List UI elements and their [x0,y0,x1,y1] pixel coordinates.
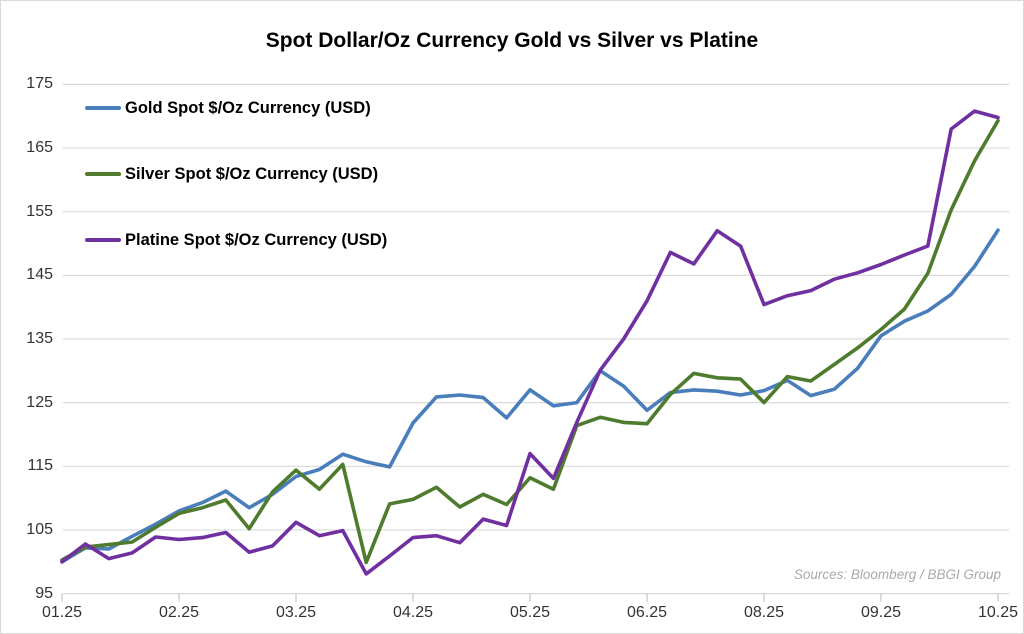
y-axis-label: 135 [26,330,53,347]
y-axis-label: 155 [26,202,53,220]
x-axis-label: 01.25 [41,604,83,621]
source-note: Sources: Bloomberg / BBGI Group [793,567,1001,582]
legend-item-gold: Gold Spot $/Oz Currency (USD) [85,98,371,118]
chart-title: Spot Dollar/Oz Currency Gold vs Silver v… [265,29,759,52]
y-axis-label: 175 [26,75,53,93]
y-axis-label: 145 [26,266,53,284]
series-line-2 [60,109,1000,576]
x-axis-label: 06.25 [626,604,668,621]
x-axis-label: 03.25 [275,604,317,621]
series-line-1 [60,118,1000,565]
series-line-0 [60,228,1000,564]
y-axis-label: 95 [35,584,53,602]
y-axis-label: 115 [27,457,53,475]
y-axis-label: 165 [26,139,53,157]
silver-line-swatch [85,172,121,176]
y-axis-label: 125 [26,393,53,411]
legend-item-silver: Silver Spot $/Oz Currency (USD) [85,164,378,184]
x-axis-label: 09.25 [860,604,902,621]
gold-line-swatch [85,106,121,110]
legend-label-silver: Silver Spot $/Oz Currency (USD) [125,164,379,183]
x-axis-label: 02.25 [158,604,200,621]
legend-label-gold: Gold Spot $/Oz Currency (USD) [125,98,371,117]
legend-item-platine: Platine Spot $/Oz Currency (USD) [85,230,387,250]
x-axis-label: 04.25 [392,604,434,621]
x-axis-label: 08.25 [743,604,785,621]
x-axis-label: 05.25 [509,604,551,621]
platine-line-swatch [85,238,121,242]
x-axis-label: 10.25 [977,604,1019,621]
legend-label-platine: Platine Spot $/Oz Currency (USD) [125,230,388,249]
y-axis-label: 105 [26,520,53,538]
